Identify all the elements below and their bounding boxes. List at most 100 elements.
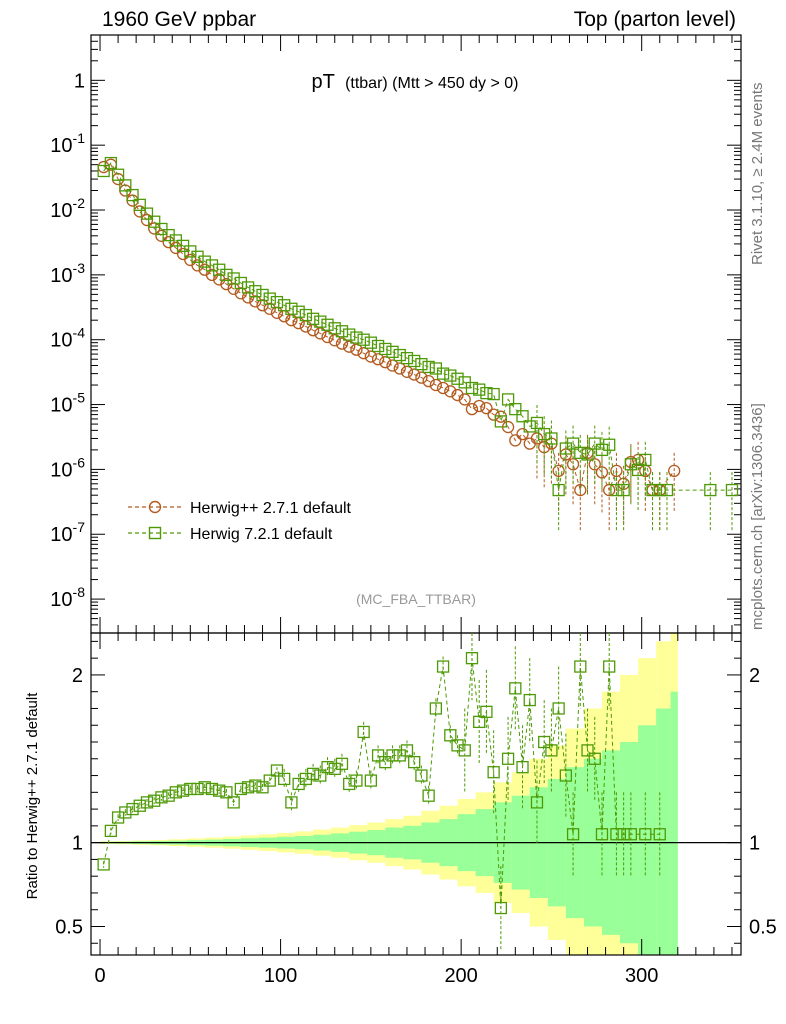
data-point-herwig7	[328, 322, 341, 335]
data-point-herwig7	[270, 295, 284, 309]
data-point-herwig7	[574, 446, 587, 459]
data-point-herwig7	[538, 427, 551, 441]
ratio-point	[350, 774, 363, 787]
data-point-herwigpp	[350, 343, 363, 356]
data-point-herwigpp	[408, 368, 421, 381]
ratio-point	[480, 705, 493, 718]
data-point-herwig7	[422, 360, 435, 374]
ratio-point	[422, 789, 435, 802]
y-tick-label: 10-6	[50, 454, 85, 481]
ratio-point	[357, 725, 370, 739]
data-point-herwig7	[393, 348, 406, 362]
ratio-point	[191, 782, 204, 796]
data-point-herwigpp	[386, 359, 399, 372]
plot-title: pT (ttbar) (Mtt > 450 dy > 0)	[312, 71, 519, 93]
legend-marker-herwigpp	[148, 500, 162, 514]
top-series	[97, 156, 739, 531]
ratio-point	[581, 744, 594, 757]
ratio-point	[343, 777, 356, 791]
ratio-y-tick-label: 0.5	[55, 916, 83, 938]
data-point-herwig7	[530, 416, 544, 430]
data-point-herwigpp	[487, 408, 500, 421]
data-point-herwigpp	[400, 365, 414, 378]
data-point-herwig7	[566, 437, 580, 450]
data-point-herwig7	[704, 483, 717, 497]
ratio-point	[162, 789, 175, 802]
ratio-point	[364, 774, 378, 787]
ratio-y-tick-label-right: 0.5	[749, 916, 777, 938]
data-point-herwig7	[335, 325, 349, 338]
ratio-y-tick-label: 2	[72, 665, 83, 687]
ratio-point	[335, 757, 349, 770]
y-tick-label: 10-3	[50, 260, 85, 287]
data-point-herwig7	[473, 383, 486, 396]
ratio-point	[314, 769, 327, 782]
plot-title-sub: (ttbar) (Mtt > 450 dy > 0)	[345, 75, 518, 92]
data-point-herwig7	[552, 483, 565, 497]
ratio-point	[227, 796, 240, 809]
bottom-frame	[90, 632, 742, 956]
data-point-herwigpp	[191, 259, 204, 272]
data-point-herwig7	[321, 318, 334, 331]
data-point-herwig7	[494, 415, 508, 428]
data-point-herwig7	[379, 342, 392, 356]
ratio-point	[494, 901, 508, 915]
y-tick-label: 10-1	[50, 130, 85, 157]
ratio-y-tick-label-right: 2	[749, 665, 760, 687]
data-point-herwigpp	[169, 241, 183, 255]
ratio-point	[603, 660, 616, 673]
mcplots-label: mcplots.cern.ch [arXiv:1306.3436]	[749, 403, 766, 630]
data-point-herwigpp	[314, 327, 327, 340]
ratio-point	[653, 828, 666, 841]
ratio-point	[306, 767, 320, 781]
ratio-point	[624, 828, 638, 841]
ratio-point	[126, 802, 139, 816]
data-point-herwigpp	[509, 434, 522, 447]
ratio-point	[198, 781, 211, 794]
y-tick-label: 1	[74, 70, 85, 92]
ratio-point	[256, 781, 269, 794]
data-point-herwig7	[241, 281, 255, 294]
data-point-herwigpp	[436, 381, 450, 395]
ratio-point	[140, 796, 154, 809]
data-point-herwig7	[617, 483, 630, 497]
data-point-herwig7	[357, 333, 370, 346]
ratio-point	[566, 828, 580, 841]
data-point-herwig7	[509, 402, 522, 416]
data-point-herwig7	[610, 483, 623, 497]
data-point-herwig7	[263, 292, 276, 305]
ratio-point	[119, 806, 132, 819]
data-point-herwig7	[516, 410, 529, 423]
data-point-herwigpp	[444, 385, 457, 398]
data-point-herwigpp	[393, 362, 406, 375]
ratio-ylabel: Ratio to Herwig++ 2.7.1 default	[24, 692, 41, 900]
data-point-herwigpp	[155, 229, 168, 242]
data-point-herwig7	[523, 420, 536, 433]
data-point-herwig7	[603, 438, 616, 451]
ratio-point	[278, 772, 291, 786]
data-point-herwig7	[314, 315, 327, 328]
data-point-herwig7	[364, 336, 378, 349]
ratio-point	[285, 796, 298, 809]
ratio-point	[220, 786, 233, 799]
ratio-point	[509, 682, 522, 695]
legend-label-herwigpp: Herwig++ 2.7.1 default	[190, 500, 352, 517]
data-point-herwig7	[408, 354, 421, 368]
x-tick-label: 300	[625, 965, 658, 987]
ratio-point	[436, 660, 450, 673]
x-tick-label: 0	[94, 965, 105, 987]
data-point-herwigpp	[566, 458, 580, 471]
data-point-herwigpp	[371, 353, 385, 366]
x-tick-label: 100	[264, 965, 297, 987]
ratio-point	[639, 828, 652, 841]
ratio-point	[213, 784, 226, 797]
data-point-herwigpp	[263, 302, 276, 315]
data-point-herwig7	[126, 188, 139, 202]
ratio-point	[458, 744, 471, 757]
plot-title-main: pT	[312, 71, 335, 93]
ratio-point	[545, 744, 558, 757]
ratio-point	[610, 828, 623, 841]
data-point-herwig7	[465, 381, 479, 395]
data-point-herwigpp	[184, 253, 197, 267]
data-point-herwig7	[256, 288, 269, 302]
